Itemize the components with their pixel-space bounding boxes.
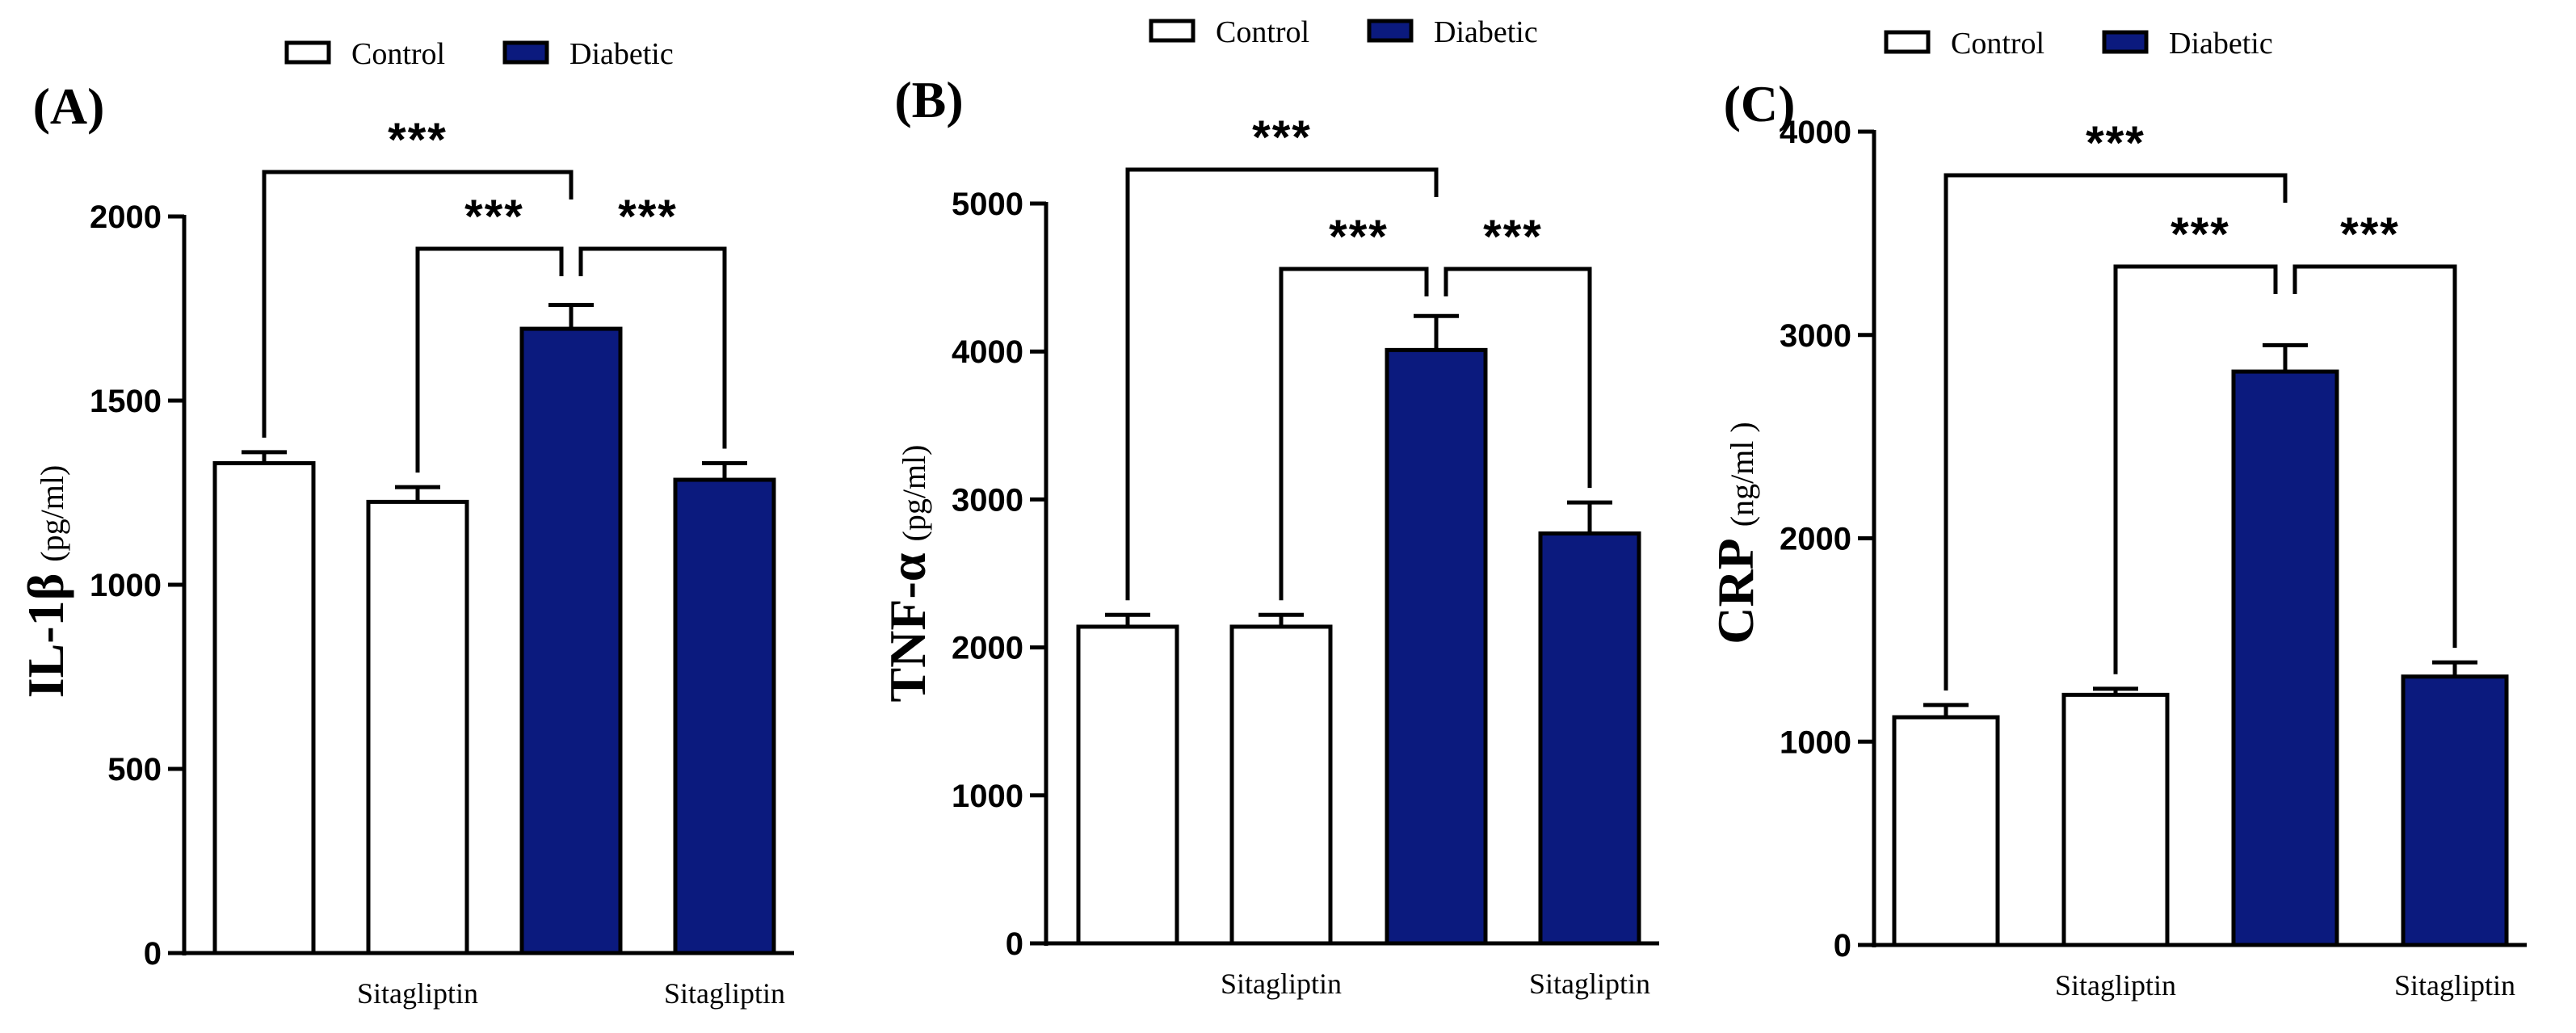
bar-diabetic bbox=[1538, 531, 1641, 946]
x-category-label: Sitagliptin bbox=[664, 977, 785, 1010]
legend-swatch-diabetic bbox=[1367, 19, 1414, 43]
legend-swatch-control bbox=[284, 40, 331, 65]
y-axis-label-main: IL-1β bbox=[17, 573, 74, 699]
y-tick-label: 1500 bbox=[90, 384, 162, 419]
significance-bracket bbox=[2292, 264, 2457, 649]
bar-diabetic bbox=[673, 477, 776, 955]
y-axis-label-unit: (ng/ml ) bbox=[1724, 422, 1760, 527]
legend-label-diabetic: Diabetic bbox=[1434, 15, 1538, 49]
y-axis-label-main: CRP bbox=[1707, 538, 1764, 645]
y-tick-label: 2000 bbox=[952, 631, 1023, 666]
significance-label: *** bbox=[1483, 211, 1543, 263]
bar-control bbox=[212, 461, 316, 955]
bar-diabetic bbox=[519, 326, 623, 955]
y-tick-label: 5000 bbox=[952, 187, 1023, 222]
significance-label: *** bbox=[1252, 111, 1312, 164]
y-tick-label: 0 bbox=[144, 936, 162, 972]
y-tick-label: 2000 bbox=[90, 199, 162, 235]
y-tick-label: 500 bbox=[107, 752, 162, 787]
x-category-label: Sitagliptin bbox=[1221, 968, 1342, 1000]
legend-swatch-diabetic bbox=[502, 40, 549, 65]
bar-control bbox=[1076, 624, 1179, 946]
legend-label-control: Control bbox=[351, 37, 445, 71]
x-category-label: Sitagliptin bbox=[1529, 968, 1650, 1000]
legend-swatch-control bbox=[1884, 30, 1931, 54]
y-tick-label: 3000 bbox=[1780, 318, 1851, 354]
y-tick-label: 1000 bbox=[952, 779, 1023, 814]
bar-control bbox=[1229, 624, 1333, 946]
y-axis-label: IL-1β (pg/ml) bbox=[17, 465, 74, 699]
y-tick-label: 0 bbox=[1006, 926, 1023, 962]
x-category-label: Sitagliptin bbox=[357, 977, 478, 1010]
x-category-label: Sitagliptin bbox=[2394, 969, 2515, 1002]
significance-label: *** bbox=[464, 191, 524, 243]
significance-bracket bbox=[578, 246, 727, 449]
legend-swatch-control bbox=[1149, 19, 1196, 43]
significance-bracket bbox=[1279, 267, 1429, 601]
y-tick-label: 2000 bbox=[1780, 522, 1851, 557]
legend: Control Diabetic bbox=[1149, 15, 1538, 49]
significance-label: *** bbox=[618, 191, 678, 243]
bar-control bbox=[366, 499, 469, 955]
significance-bracket bbox=[1944, 173, 2288, 691]
significance-label: *** bbox=[2340, 208, 2400, 261]
bar-control bbox=[2061, 692, 2170, 947]
y-tick-label: 4000 bbox=[1780, 115, 1851, 150]
panel-label: (C) bbox=[1724, 75, 1796, 132]
panel-c: (C) Control Diabetic 0 1000 2000 3000 4000 CRP (n… bbox=[1707, 27, 2527, 1002]
panel-label: (A) bbox=[33, 78, 105, 135]
legend-label-control: Control bbox=[1216, 15, 1309, 49]
legend-label-diabetic: Diabetic bbox=[2169, 27, 2273, 61]
y-axis-label: CRP (ng/ml ) bbox=[1707, 422, 1764, 645]
x-category-label: Sitagliptin bbox=[2055, 969, 2176, 1002]
significance-label: *** bbox=[388, 114, 448, 166]
bar-control bbox=[1892, 715, 2000, 947]
panel-a: (A) Control Diabetic 0 500 1000 1500 2000 IL-1β (… bbox=[17, 37, 794, 1010]
bar-diabetic bbox=[2231, 369, 2339, 947]
significance-bracket bbox=[2113, 264, 2278, 674]
y-axis-label-main: TNF-α bbox=[879, 552, 936, 702]
panel-b: (B) Control Diabetic 0 1000 2000 3000 4000 5000 T… bbox=[879, 15, 1659, 1000]
panel-label: (B) bbox=[894, 71, 963, 128]
bar-diabetic bbox=[1385, 347, 1488, 946]
bar-diabetic bbox=[2401, 674, 2509, 947]
y-axis-label-unit: (pg/ml) bbox=[896, 444, 932, 541]
y-tick-label: 1000 bbox=[90, 568, 162, 603]
significance-bracket bbox=[1125, 167, 1439, 601]
significance-label: *** bbox=[1329, 211, 1389, 263]
legend-swatch-diabetic bbox=[2102, 30, 2149, 54]
y-tick-label: 0 bbox=[1834, 928, 1851, 964]
significance-bracket bbox=[262, 170, 574, 438]
y-tick-label: 4000 bbox=[952, 334, 1023, 370]
y-axis-label-unit: (pg/ml) bbox=[34, 465, 70, 562]
significance-bracket bbox=[1443, 267, 1592, 489]
legend: Control Diabetic bbox=[1884, 27, 2273, 61]
significance-label: *** bbox=[2170, 208, 2230, 261]
significance-bracket bbox=[415, 246, 564, 473]
legend: Control Diabetic bbox=[284, 37, 674, 71]
y-axis-label: TNF-α (pg/ml) bbox=[879, 444, 936, 702]
y-tick-label: 1000 bbox=[1780, 724, 1851, 760]
legend-label-diabetic: Diabetic bbox=[569, 37, 674, 71]
y-tick-label: 3000 bbox=[952, 482, 1023, 518]
significance-label: *** bbox=[2086, 117, 2145, 170]
legend-label-control: Control bbox=[1951, 27, 2044, 61]
